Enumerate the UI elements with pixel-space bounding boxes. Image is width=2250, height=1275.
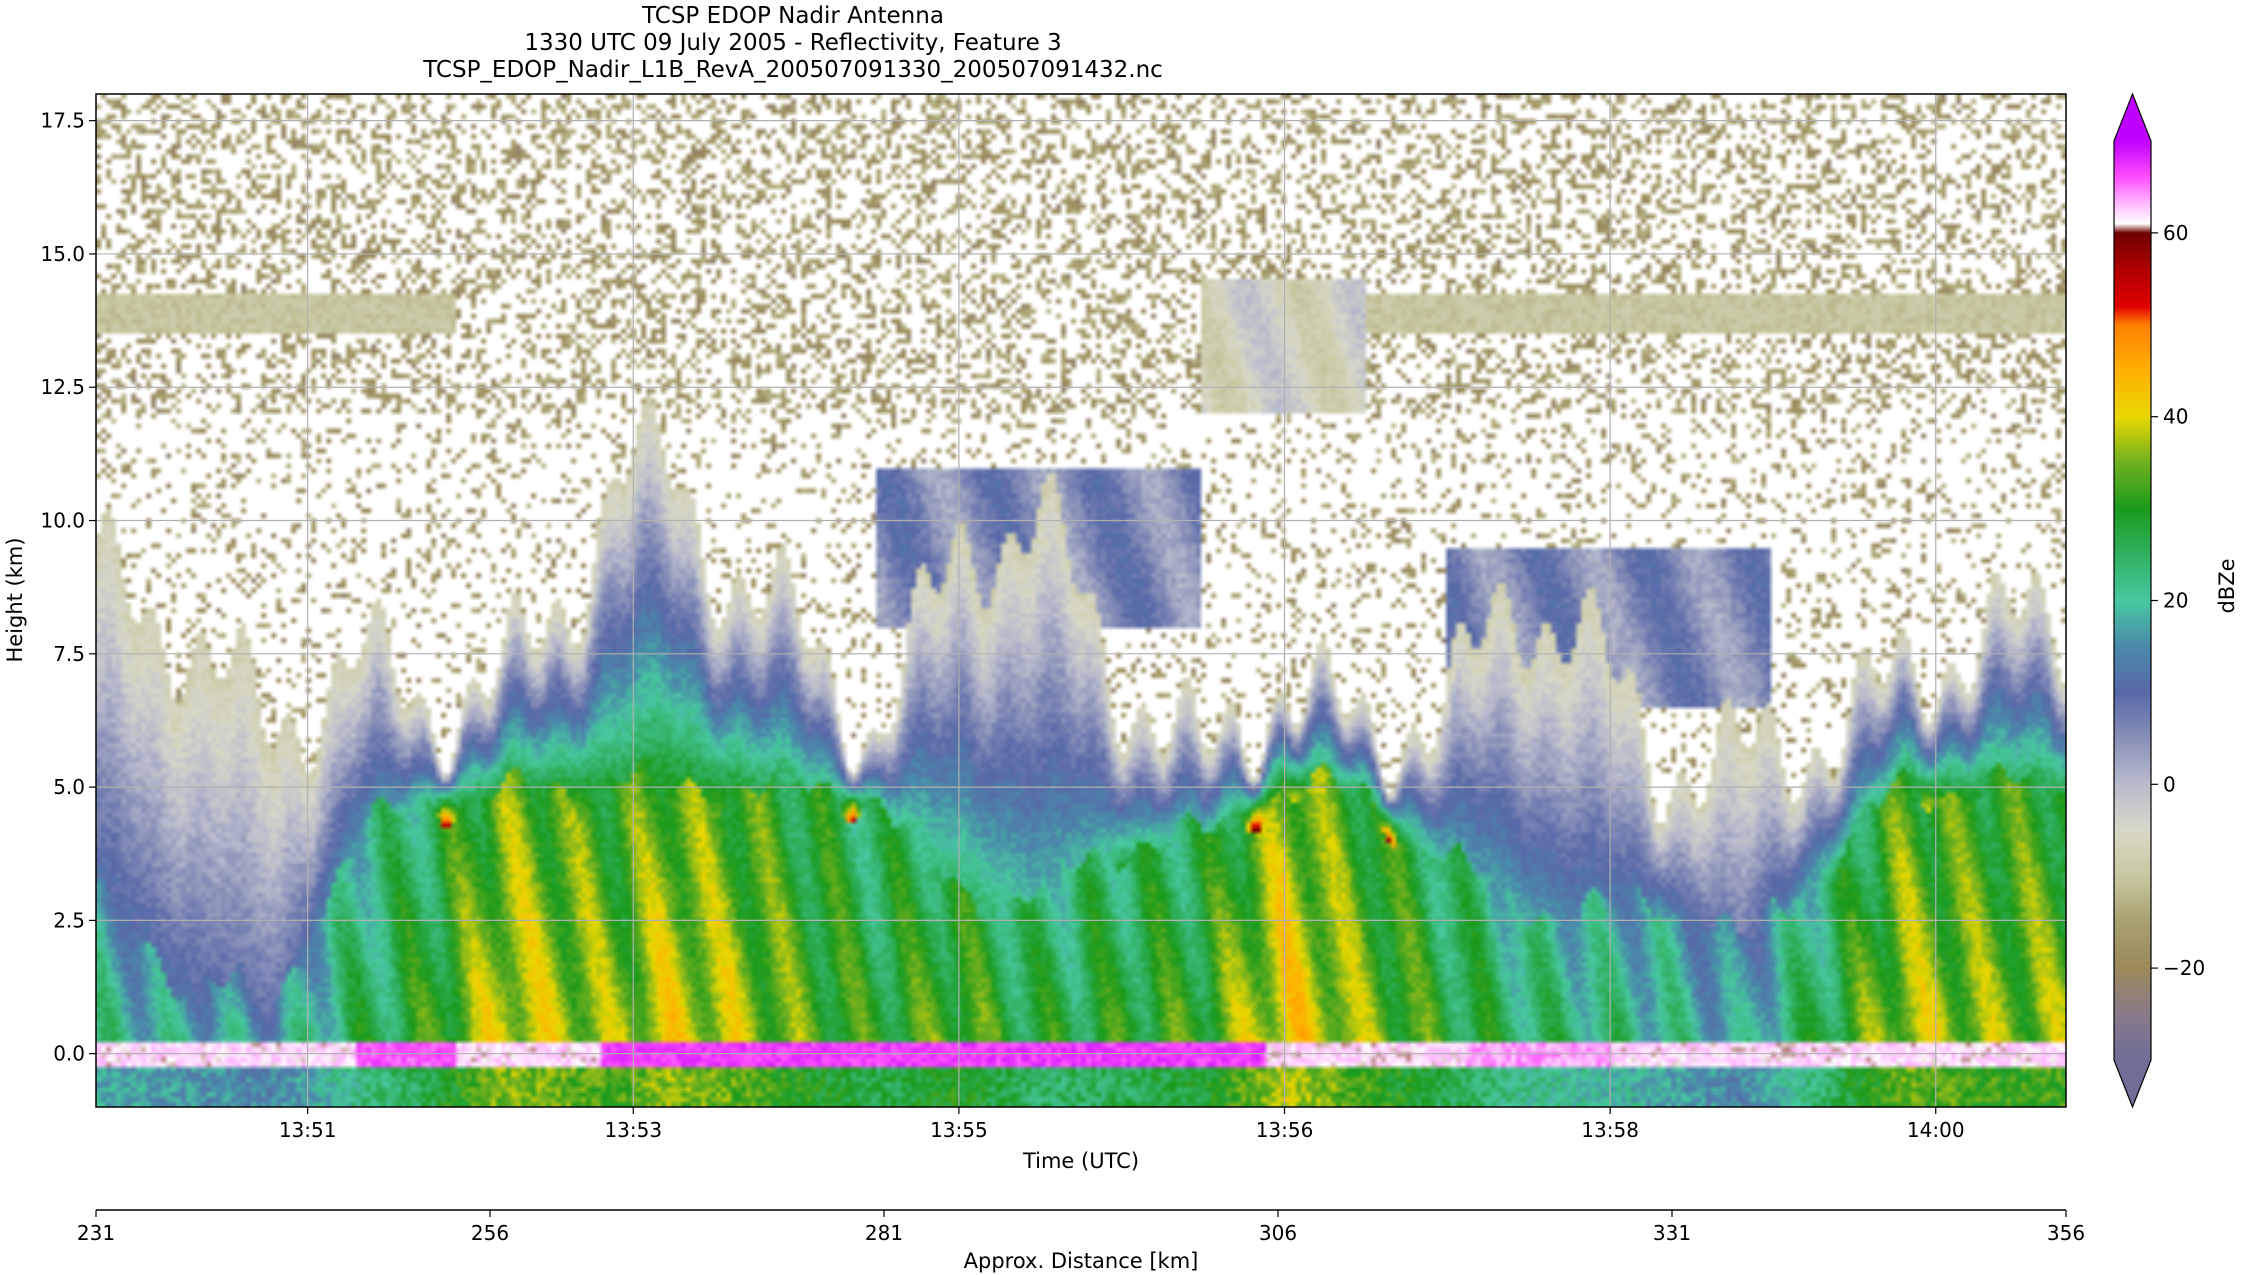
colorbar-tick-label: 40 (2163, 405, 2188, 429)
x-tick-label: 13:58 (1581, 1118, 1639, 1142)
colorbar: −20 0 20 40 60 (2113, 92, 2205, 1109)
chart-title-line-1: TCSP EDOP Nadir Antenna (642, 3, 944, 29)
x-axis: 13:51 13:53 13:55 13:56 13:58 14:00 (279, 1107, 1965, 1142)
reflectivity-image (96, 94, 2066, 1107)
y-tick-label: 10.0 (40, 509, 85, 533)
y-tick-label: 5.0 (53, 775, 85, 799)
colorbar-tick-label: −20 (2163, 956, 2205, 980)
distance-tick-label: 281 (865, 1221, 903, 1245)
y-tick-label: 15.0 (40, 242, 85, 266)
colorbar-extend-max (2114, 94, 2151, 141)
reflectivity-heatmap (96, 94, 2066, 1107)
colorbar-extend-min (2114, 1060, 2151, 1107)
distance-tick-label: 256 (471, 1221, 509, 1245)
x-tick-label: 13:51 (279, 1118, 337, 1142)
colorbar-tick-label: 0 (2163, 772, 2176, 796)
y-axis-label: Height (km) (3, 537, 27, 662)
distance-tick-label: 306 (1259, 1221, 1297, 1245)
y-tick-label: 2.5 (53, 908, 85, 932)
chart-title-line-2: 1330 UTC 09 July 2005 - Reflectivity, Fe… (524, 30, 1062, 56)
distance-tick-label: 331 (1653, 1221, 1691, 1245)
x-tick-label: 14:00 (1907, 1118, 1965, 1142)
chart-title-line-3: TCSP_EDOP_Nadir_L1B_RevA_200507091330_20… (423, 57, 1163, 83)
distance-tick-label: 231 (77, 1221, 115, 1245)
colorbar-outline (2113, 92, 2152, 1109)
colorbar-label: dBZe (2215, 558, 2239, 613)
x-axis-label: Time (UTC) (1022, 1149, 1139, 1173)
colorbar-tick-label: 20 (2163, 589, 2188, 613)
y-tick-label: 17.5 (40, 109, 85, 133)
x-tick-label: 13:55 (930, 1118, 988, 1142)
y-tick-label: 0.0 (53, 1042, 85, 1066)
plot-frame (95, 93, 2067, 1108)
y-axis: 0.0 2.5 5.0 7.5 10.0 12.5 15.0 17.5 (40, 109, 96, 1066)
y-tick-label: 12.5 (40, 375, 85, 399)
colorbar-body (2114, 141, 2151, 1060)
x-tick-label: 13:53 (604, 1118, 662, 1142)
distance-axis-label: Approx. Distance [km] (964, 1249, 1199, 1273)
grid-lines (96, 94, 2066, 1107)
x-tick-label: 13:56 (1256, 1118, 1314, 1142)
distance-tick-label: 356 (2047, 1221, 2085, 1245)
distance-axis: 231 256 281 306 331 356 (77, 1209, 2085, 1245)
y-tick-label: 7.5 (53, 642, 85, 666)
colorbar-tick-label: 60 (2163, 221, 2188, 245)
